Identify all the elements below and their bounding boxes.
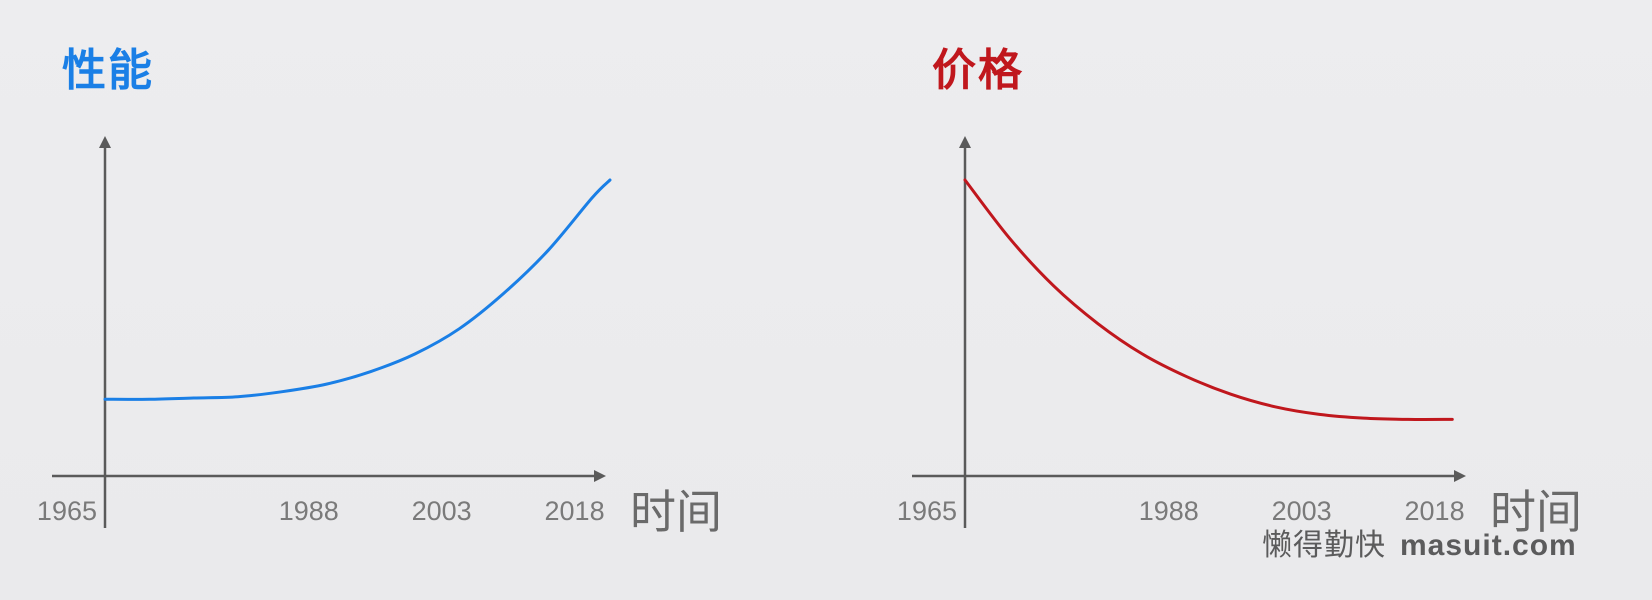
x-tick-label: 1965 xyxy=(37,496,97,526)
x-tick-label: 2003 xyxy=(412,496,472,526)
chart-title: 价格 xyxy=(932,45,1024,96)
x-tick-label: 2018 xyxy=(1405,496,1465,526)
x-tick-label: 1988 xyxy=(279,496,339,526)
watermark: 懒得勤快 masuit.com xyxy=(1262,520,1577,564)
x-axis-arrow xyxy=(594,470,606,482)
watermark-latin: masuit.com xyxy=(1400,529,1577,562)
x-axis-label: 时间 xyxy=(1490,485,1582,539)
y-axis-arrow xyxy=(99,136,111,148)
series-line xyxy=(103,178,612,401)
performance-chart: 性能 1965 1988 2003 2018 时间 xyxy=(0,0,820,600)
x-axis-label: 时间 xyxy=(630,485,722,539)
series-line xyxy=(963,178,1454,421)
x-tick-label: 2018 xyxy=(545,496,605,526)
chart-title: 性能 xyxy=(62,45,154,96)
x-tick-label: 2003 xyxy=(1272,496,1332,526)
y-axis-arrow xyxy=(959,136,971,148)
performance-plot: 1965 1988 2003 2018 时间 xyxy=(37,136,722,539)
price-plot: 1965 1988 2003 2018 时间 xyxy=(897,136,1582,539)
price-chart: 价格 1965 1988 2003 2018 时间 xyxy=(860,0,1652,600)
x-tick-label: 1988 xyxy=(1139,496,1199,526)
x-tick-label: 1965 xyxy=(897,496,957,526)
x-axis-arrow xyxy=(1454,470,1466,482)
watermark-chinese: 懒得勤快 xyxy=(1262,528,1386,563)
